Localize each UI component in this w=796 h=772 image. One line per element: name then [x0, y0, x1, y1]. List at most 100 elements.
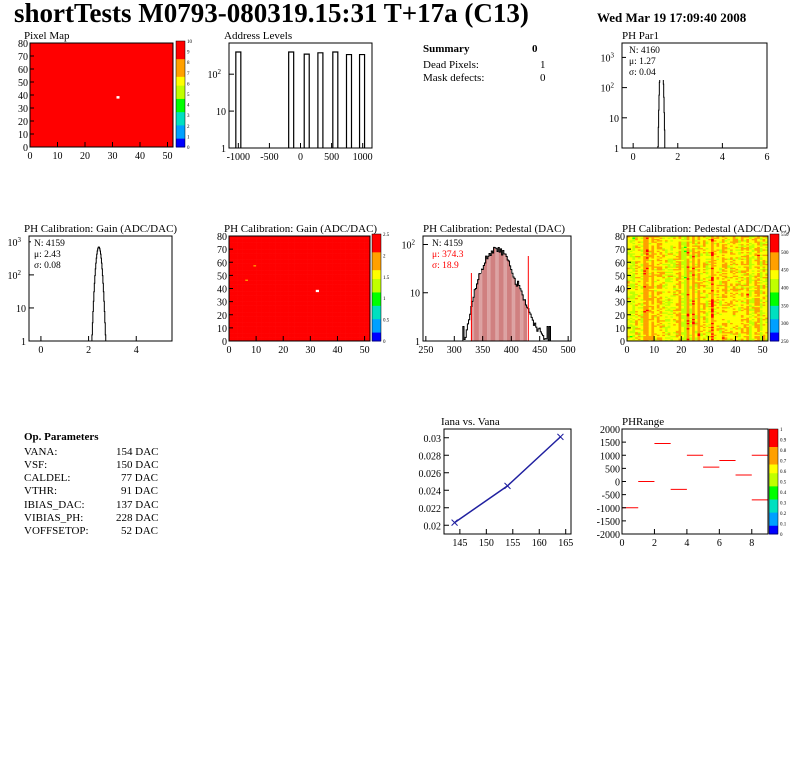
gain2d-cell — [321, 337, 325, 339]
gain2d-cell — [231, 333, 235, 335]
pedestal2d-cell — [643, 276, 647, 279]
pedestal2d-cell — [643, 312, 647, 314]
gain2d-cell — [307, 284, 311, 287]
gain2d-cell — [253, 260, 257, 263]
gain2d-cell — [277, 310, 281, 313]
summary-label: Mask defects: — [423, 72, 485, 84]
gain2d-cell — [294, 333, 298, 335]
gain2d-cell — [242, 254, 246, 256]
gain2d-cell — [283, 257, 287, 259]
gain2d-cell — [340, 276, 344, 279]
gain2d-cell — [229, 308, 233, 310]
gain2d-cell — [269, 316, 273, 318]
gain2d-cell — [334, 237, 338, 239]
gain2d-cell — [310, 280, 314, 283]
gain2d-cell — [348, 283, 352, 285]
gain2d-cell — [239, 295, 243, 297]
gain2d-cell — [353, 327, 357, 330]
gain2d-cell — [280, 288, 284, 291]
gain2d-cell — [337, 238, 341, 241]
gain2d-cell — [332, 268, 336, 271]
gain2d-cell — [332, 276, 336, 279]
pedestal2d-cell — [640, 297, 644, 300]
gain2d-cell — [345, 267, 349, 270]
gain2d-cell — [345, 250, 349, 253]
gain2d-cell — [299, 236, 303, 238]
gain2d-cell — [323, 266, 327, 268]
gain2d-cell — [321, 297, 325, 300]
gain2d-cell — [364, 320, 368, 322]
gain2d-cell — [359, 338, 363, 340]
gain2d-cell — [313, 297, 317, 300]
pedestal2d-cell — [635, 274, 639, 276]
gain2d-cell — [253, 279, 257, 281]
gain2d-cell — [315, 304, 319, 306]
gain2d-cell — [329, 283, 333, 285]
pixelmap-colorbar-label: 4 — [187, 104, 190, 109]
gain2d-cell — [288, 271, 292, 274]
gain2d-cell — [359, 300, 363, 302]
pedestal2d-cell — [635, 291, 639, 293]
gain2d-colorbar-label: 2.5 — [383, 233, 390, 238]
gain2d-cell — [261, 330, 265, 333]
gain2d-cell — [269, 246, 273, 249]
gain2d-cell — [288, 241, 292, 243]
gain2d-cell — [296, 329, 300, 331]
gain2d-cell — [340, 255, 344, 258]
gain2d-cell — [329, 301, 333, 304]
gain2d-cell — [323, 258, 327, 260]
pedestal2d-cell — [632, 325, 636, 327]
gain2d-cell — [229, 297, 233, 300]
gain2d-cell — [283, 291, 287, 293]
gain2d-cell — [345, 255, 349, 258]
gain2d-cell — [277, 304, 281, 306]
gain2d-cell — [342, 249, 346, 251]
gain2d-cell — [356, 309, 360, 312]
gain2d-cell — [231, 279, 235, 281]
pedestal2d-cell — [635, 279, 639, 281]
gain2d-cell — [296, 253, 300, 255]
gain2d-cell — [294, 243, 298, 246]
pedestal2d-cell — [635, 300, 639, 302]
gain2d-cell — [245, 322, 249, 325]
gain2d-cell — [266, 321, 270, 323]
gain2d-cell — [245, 260, 249, 263]
gain2d-cell — [280, 283, 284, 285]
gain2d-cell — [234, 322, 238, 325]
gain2d-cell — [351, 263, 355, 266]
gain2d-cell — [247, 284, 251, 287]
gain2d-cell — [291, 279, 295, 281]
gain2d-cell — [359, 250, 363, 253]
gain2d-cell — [258, 275, 262, 277]
pedestal2d-cell — [627, 247, 631, 250]
pedestal2d-cell — [629, 323, 633, 326]
gain2d-cell — [294, 322, 298, 325]
gain2d-cell — [258, 288, 262, 291]
gain2d-cell — [351, 284, 355, 287]
gain2d-cell — [266, 320, 270, 322]
pedestal2d-cell — [640, 301, 644, 304]
gain2d-cell — [321, 274, 325, 276]
gain2d-cell — [283, 330, 287, 333]
gain2d-cell — [256, 255, 260, 258]
gain2d-cell — [302, 308, 306, 310]
gain2d-cell — [288, 337, 292, 339]
gain2d-cell — [261, 247, 265, 250]
gain2d-cell — [340, 334, 344, 337]
gain2d-cell — [237, 276, 241, 279]
gain2d-cell — [315, 258, 319, 260]
gain2d-cell — [342, 270, 346, 272]
gain2d-cell — [302, 291, 306, 293]
gain2d-cell — [269, 326, 273, 329]
gain2d-cell — [342, 292, 346, 295]
gain2d-cell — [288, 310, 292, 313]
pedestal2d-cell — [637, 243, 641, 246]
pedestal2d-cell — [627, 237, 631, 239]
gain2d-cell — [269, 302, 273, 305]
gain2d-cell — [340, 322, 344, 325]
gain2d-cell — [299, 249, 303, 251]
pedestal2d-cell — [635, 251, 639, 254]
gain2d-cell — [326, 257, 330, 259]
gain2d-cell — [288, 259, 292, 262]
gain2d-cell — [269, 291, 273, 293]
